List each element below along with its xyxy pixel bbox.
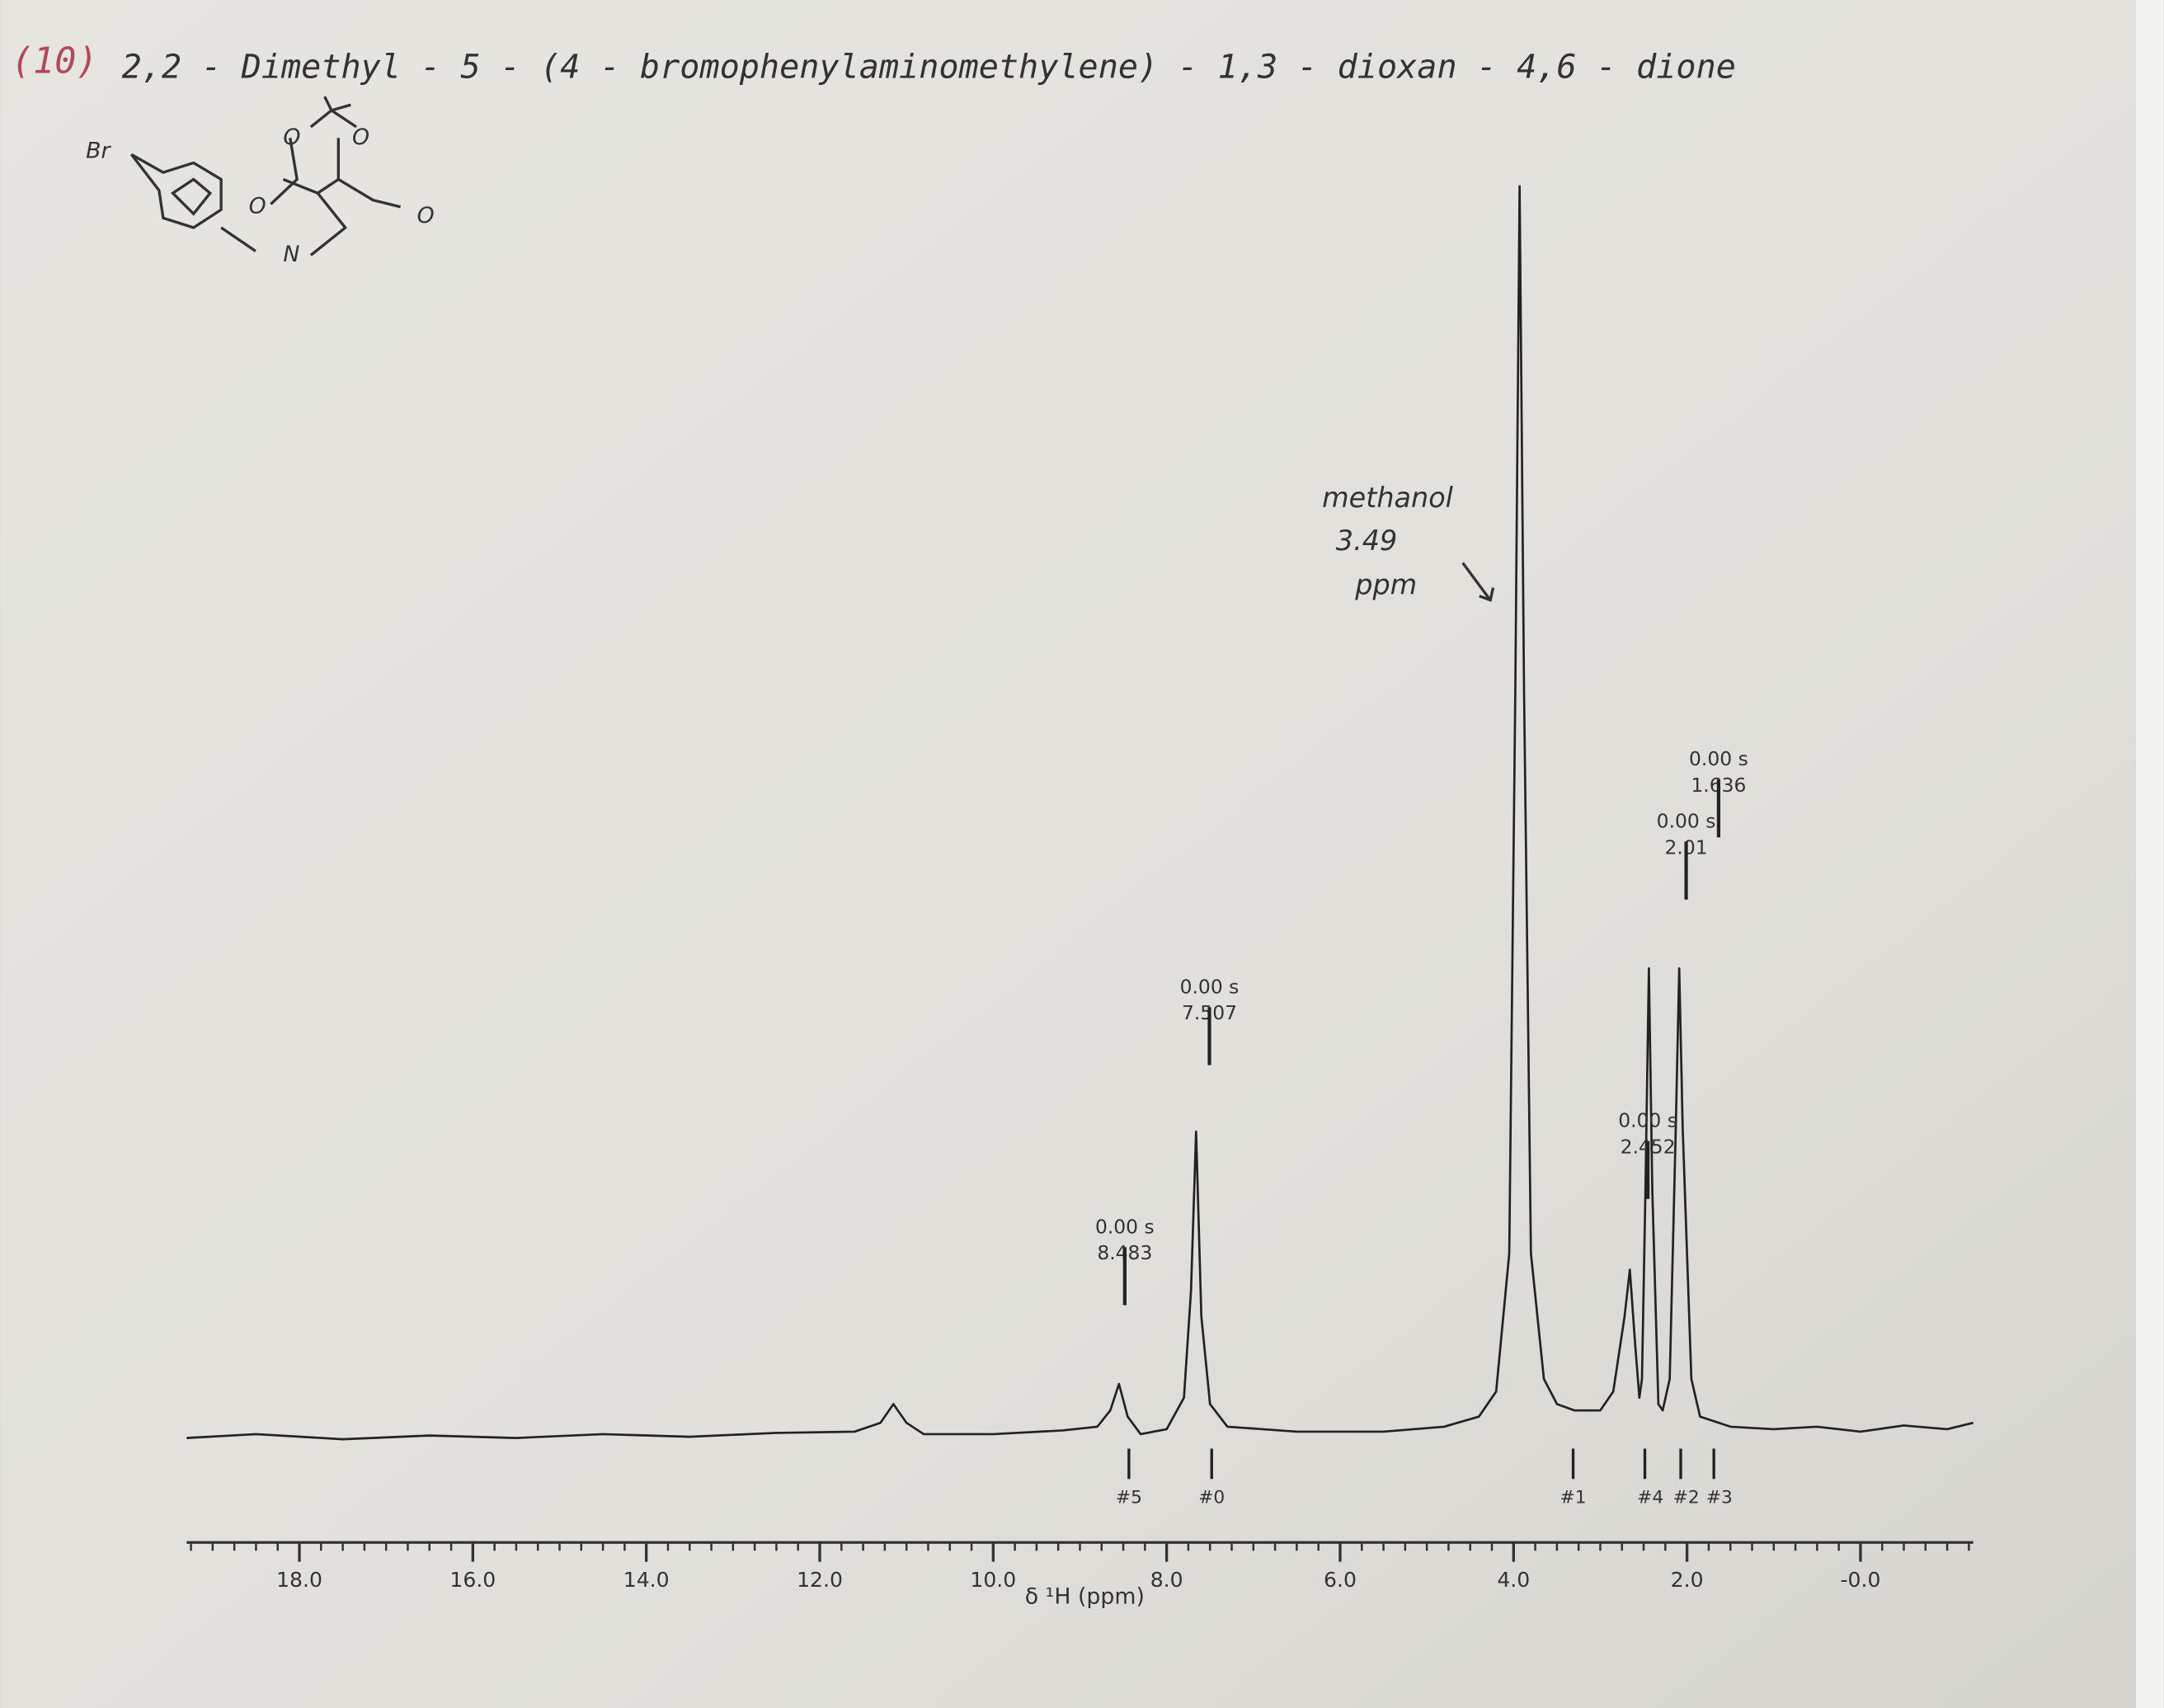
paper-edge bbox=[2136, 0, 2164, 1708]
annotation-arrow bbox=[1461, 562, 1495, 602]
structure-label: O bbox=[352, 125, 369, 150]
structure-label: N bbox=[283, 242, 299, 267]
peak-marker: #1 bbox=[1560, 1488, 1587, 1508]
structure-label: O bbox=[417, 203, 435, 228]
peak-marker: #3 bbox=[1706, 1488, 1733, 1508]
annotation-line: methanol bbox=[1322, 482, 1454, 514]
title: 2,2 - Dimethyl - 5 - (4 - bromophenylami… bbox=[122, 49, 1736, 87]
title-number: (10) bbox=[12, 40, 98, 82]
peak-marker: #5 bbox=[1116, 1488, 1142, 1508]
structure-label: O bbox=[283, 125, 300, 150]
x-tick-label: 10.0 bbox=[970, 1568, 1016, 1592]
peak-integral: 0.00 s bbox=[1657, 810, 1716, 833]
structure bbox=[130, 96, 402, 256]
peak-integral: 0.00 s bbox=[1618, 1109, 1677, 1132]
annotation-line: ppm bbox=[1354, 568, 1417, 600]
x-tick-label: 18.0 bbox=[276, 1568, 322, 1592]
structure-label: Br bbox=[86, 139, 111, 164]
peak-integral: 0.00 s bbox=[1689, 747, 1748, 770]
x-axis-label: δ ¹H (ppm) bbox=[1025, 1584, 1145, 1610]
peak-marker: #2 bbox=[1673, 1488, 1700, 1508]
peak-integral: 0.00 s bbox=[1095, 1215, 1155, 1238]
x-tick-label: 4.0 bbox=[1497, 1568, 1530, 1592]
x-tick-label: 14.0 bbox=[623, 1568, 670, 1592]
structure-label: O bbox=[249, 193, 266, 219]
x-tick-label: 2.0 bbox=[1671, 1568, 1704, 1592]
x-tick-label: -0.0 bbox=[1840, 1568, 1880, 1592]
x-tick-label: 8.0 bbox=[1150, 1568, 1183, 1592]
x-tick-label: 12.0 bbox=[797, 1568, 843, 1592]
peak-marker: #4 bbox=[1637, 1488, 1663, 1508]
x-tick-label: 16.0 bbox=[449, 1568, 496, 1592]
annotation-line: 3.49 bbox=[1336, 525, 1397, 557]
spectrum-line bbox=[186, 185, 1973, 1441]
peak-integral: 0.00 s bbox=[1180, 975, 1240, 998]
x-tick-label: 6.0 bbox=[1324, 1568, 1357, 1592]
peak-marker: #0 bbox=[1198, 1488, 1225, 1508]
